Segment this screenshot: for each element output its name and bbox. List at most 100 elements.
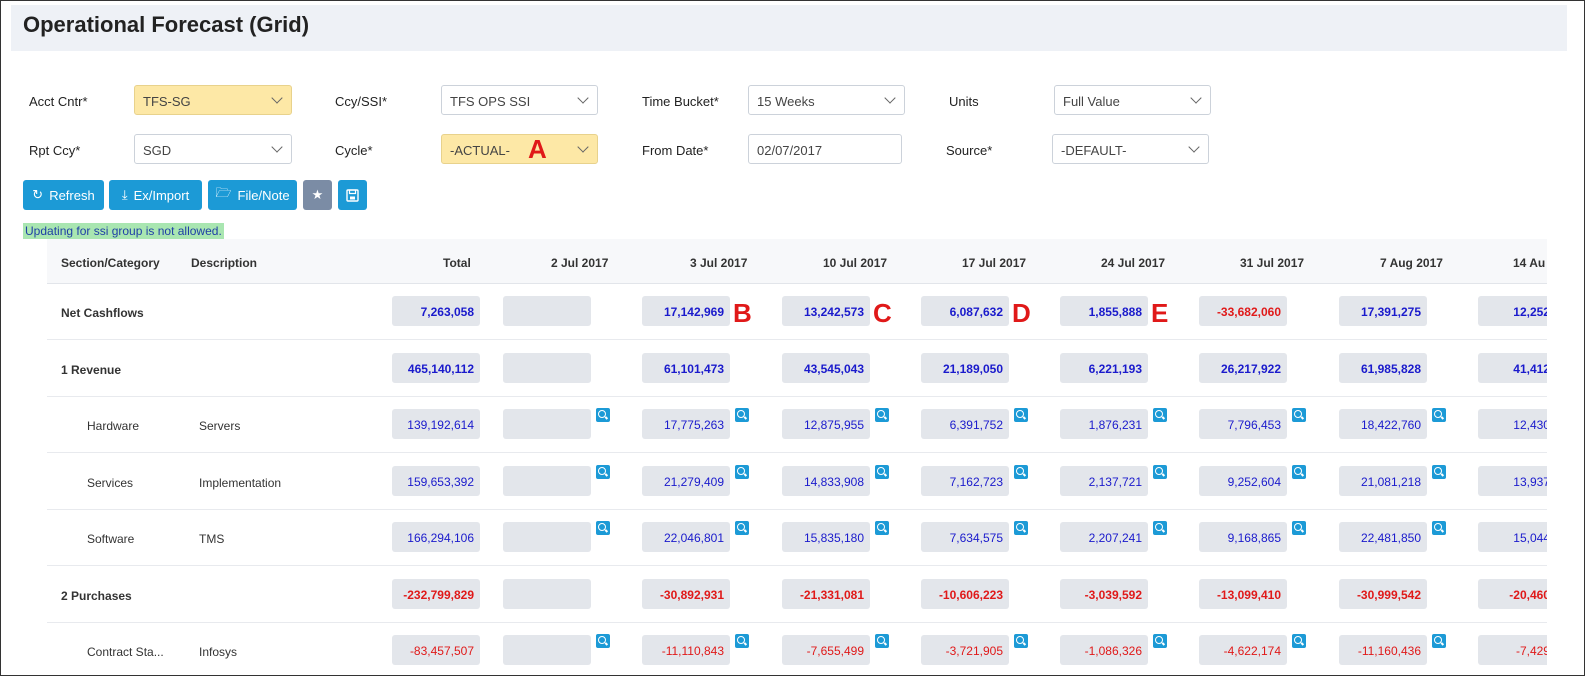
value-cell[interactable]: -10,606,223 [921,578,1009,609]
value-cell[interactable]: -3,721,905 [921,635,1009,665]
drilldown-search-icon[interactable] [1014,634,1028,648]
value-cell[interactable]: 2,137,721 [1060,465,1148,496]
value-cell[interactable]: 61,985,828 [1339,352,1427,383]
value-cell[interactable]: 7,162,723 [921,465,1009,496]
value-cell[interactable]: 41,412,6 [1478,352,1547,383]
value-cell[interactable]: 61,101,473 [642,352,730,383]
drilldown-search-icon[interactable] [596,521,610,535]
value-cell[interactable]: 22,481,850 [1339,522,1427,552]
value-cell[interactable]: -11,160,436 [1339,635,1427,665]
value-cell[interactable]: 15,044,8 [1478,522,1547,552]
value-cell[interactable]: 13,937,6 [1478,465,1547,496]
value-cell[interactable]: -3,039,592 [1060,578,1148,609]
value-cell[interactable]: 26,217,922 [1199,352,1287,383]
value-cell[interactable]: -33,682,060 [1199,296,1287,326]
value-cell[interactable] [503,296,591,326]
drilldown-search-icon[interactable] [596,634,610,648]
acct-cntr-select[interactable]: TFS-SG [134,85,292,115]
value-cell[interactable]: 139,192,614 [392,409,480,439]
value-cell[interactable]: 21,081,218 [1339,465,1427,496]
value-cell[interactable]: 1,876,231 [1060,409,1148,439]
value-cell[interactable] [503,522,591,552]
value-cell[interactable]: 17,391,275 [1339,296,1427,326]
drilldown-search-icon[interactable] [596,408,610,422]
value-cell[interactable]: 6,221,193 [1060,352,1148,383]
value-cell[interactable]: 17,775,263 [642,409,730,439]
value-cell[interactable]: 22,046,801 [642,522,730,552]
drilldown-search-icon[interactable] [735,408,749,422]
cycle-select[interactable]: -ACTUAL- [441,134,598,164]
drilldown-search-icon[interactable] [1014,521,1028,535]
drilldown-search-icon[interactable] [1292,521,1306,535]
value-cell[interactable]: -30,892,931 [642,578,730,609]
value-cell[interactable]: 14,833,908 [782,465,870,496]
value-cell[interactable]: -21,331,081 [782,578,870,609]
file-note-button[interactable]: 🗁 File/Note [208,180,297,210]
drilldown-search-icon[interactable] [1153,408,1167,422]
value-cell[interactable]: 17,142,969 [642,296,730,326]
value-cell[interactable]: 43,545,043 [782,352,870,383]
value-cell[interactable]: 2,207,241 [1060,522,1148,552]
time-bucket-select[interactable]: 15 Weeks [748,85,905,115]
drilldown-search-icon[interactable] [596,464,610,479]
drilldown-search-icon[interactable] [1153,521,1167,535]
drilldown-search-icon[interactable] [1292,464,1306,479]
drilldown-search-icon[interactable] [1292,634,1306,648]
value-cell[interactable]: -1,086,326 [1060,635,1148,665]
value-cell[interactable]: 7,634,575 [921,522,1009,552]
drilldown-search-icon[interactable] [1014,464,1028,479]
value-cell[interactable]: 12,430,0 [1478,409,1547,439]
value-cell[interactable]: -11,110,843 [642,635,730,665]
value-cell[interactable]: 12,875,955 [782,409,870,439]
drilldown-search-icon[interactable] [1153,464,1167,479]
ccy-ssi-select[interactable]: TFS OPS SSI [441,85,598,115]
value-cell[interactable]: 159,653,392 [392,465,480,496]
value-cell[interactable]: 6,087,632 [921,296,1009,326]
value-cell[interactable] [503,352,591,383]
value-cell[interactable] [503,635,591,665]
source-select[interactable]: -DEFAULT- [1052,134,1209,164]
drilldown-search-icon[interactable] [875,634,889,648]
value-cell[interactable]: 1,855,888 [1060,296,1148,326]
drilldown-search-icon[interactable] [875,464,889,479]
drilldown-search-icon[interactable] [1432,634,1446,648]
value-cell[interactable]: 9,168,865 [1199,522,1287,552]
drilldown-search-icon[interactable] [875,521,889,535]
value-cell[interactable]: 15,835,180 [782,522,870,552]
value-cell[interactable]: -232,799,829 [392,578,480,609]
value-cell[interactable] [503,409,591,439]
ex-import-button[interactable]: ⤓ Ex/Import [109,180,202,210]
drilldown-search-icon[interactable] [1432,464,1446,479]
value-cell[interactable]: 7,796,453 [1199,409,1287,439]
from-date-input[interactable]: 02/07/2017 [748,134,902,164]
value-cell[interactable]: -4,622,174 [1199,635,1287,665]
drilldown-search-icon[interactable] [735,634,749,648]
value-cell[interactable] [503,465,591,496]
drilldown-search-icon[interactable] [735,464,749,479]
value-cell[interactable]: 21,279,409 [642,465,730,496]
value-cell[interactable] [503,578,591,609]
value-cell[interactable]: 6,391,752 [921,409,1009,439]
save-button[interactable] [338,180,367,210]
value-cell[interactable]: 9,252,604 [1199,465,1287,496]
units-select[interactable]: Full Value [1054,85,1211,115]
value-cell[interactable]: 21,189,050 [921,352,1009,383]
value-cell[interactable]: 465,140,112 [392,352,480,383]
drilldown-search-icon[interactable] [1432,521,1446,535]
drilldown-search-icon[interactable] [1292,408,1306,422]
drilldown-search-icon[interactable] [1014,408,1028,422]
value-cell[interactable]: 18,422,760 [1339,409,1427,439]
value-cell[interactable]: -83,457,507 [392,635,480,665]
refresh-button[interactable]: ↻ Refresh [23,180,104,210]
value-cell[interactable]: 166,294,106 [392,522,480,552]
rpt-ccy-select[interactable]: SGD [134,134,292,164]
value-cell[interactable]: 7,263,058 [392,296,480,326]
favorite-button[interactable]: ★ [303,180,332,210]
value-cell[interactable]: -20,460,5 [1478,578,1547,609]
drilldown-search-icon[interactable] [735,521,749,535]
value-cell[interactable]: 12,252,5 [1478,296,1547,326]
value-cell[interactable]: -7,655,499 [782,635,870,665]
drilldown-search-icon[interactable] [1153,634,1167,648]
drilldown-search-icon[interactable] [1432,408,1446,422]
value-cell[interactable]: -13,099,410 [1199,578,1287,609]
